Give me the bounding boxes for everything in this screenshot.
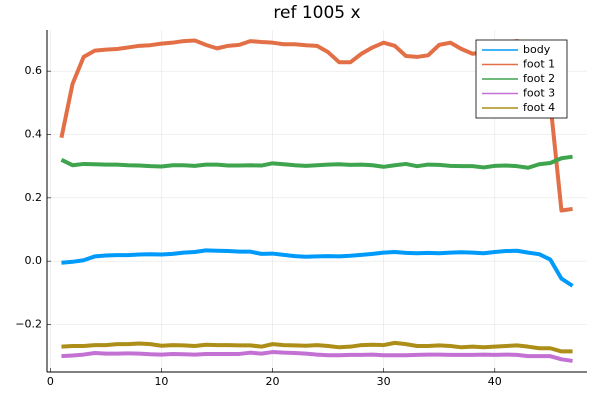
y-tick-label: 0.6 [25, 64, 43, 77]
x-tick-label: 20 [266, 375, 280, 388]
chart-title: ref 1005 x [273, 3, 360, 23]
line [61, 340, 573, 354]
y-tick-label: 0.4 [25, 128, 43, 141]
x-tick-label: 0 [47, 375, 54, 388]
x-tick-label: 40 [488, 375, 502, 388]
legend-label: foot 3 [523, 87, 555, 100]
legend-label: body [523, 43, 551, 56]
legend-label: foot 4 [523, 101, 555, 114]
line [60, 154, 573, 170]
x-tick-label: 10 [154, 375, 168, 388]
line [61, 248, 574, 288]
line [61, 350, 573, 363]
y-tick-label: 0.0 [25, 254, 43, 267]
legend-label: foot 2 [523, 72, 555, 85]
y-tick-label: 0.2 [25, 191, 43, 204]
x-tick-label: 30 [377, 375, 391, 388]
legend-label: foot 1 [523, 58, 555, 71]
y-tick-label: −0.2 [15, 318, 42, 331]
